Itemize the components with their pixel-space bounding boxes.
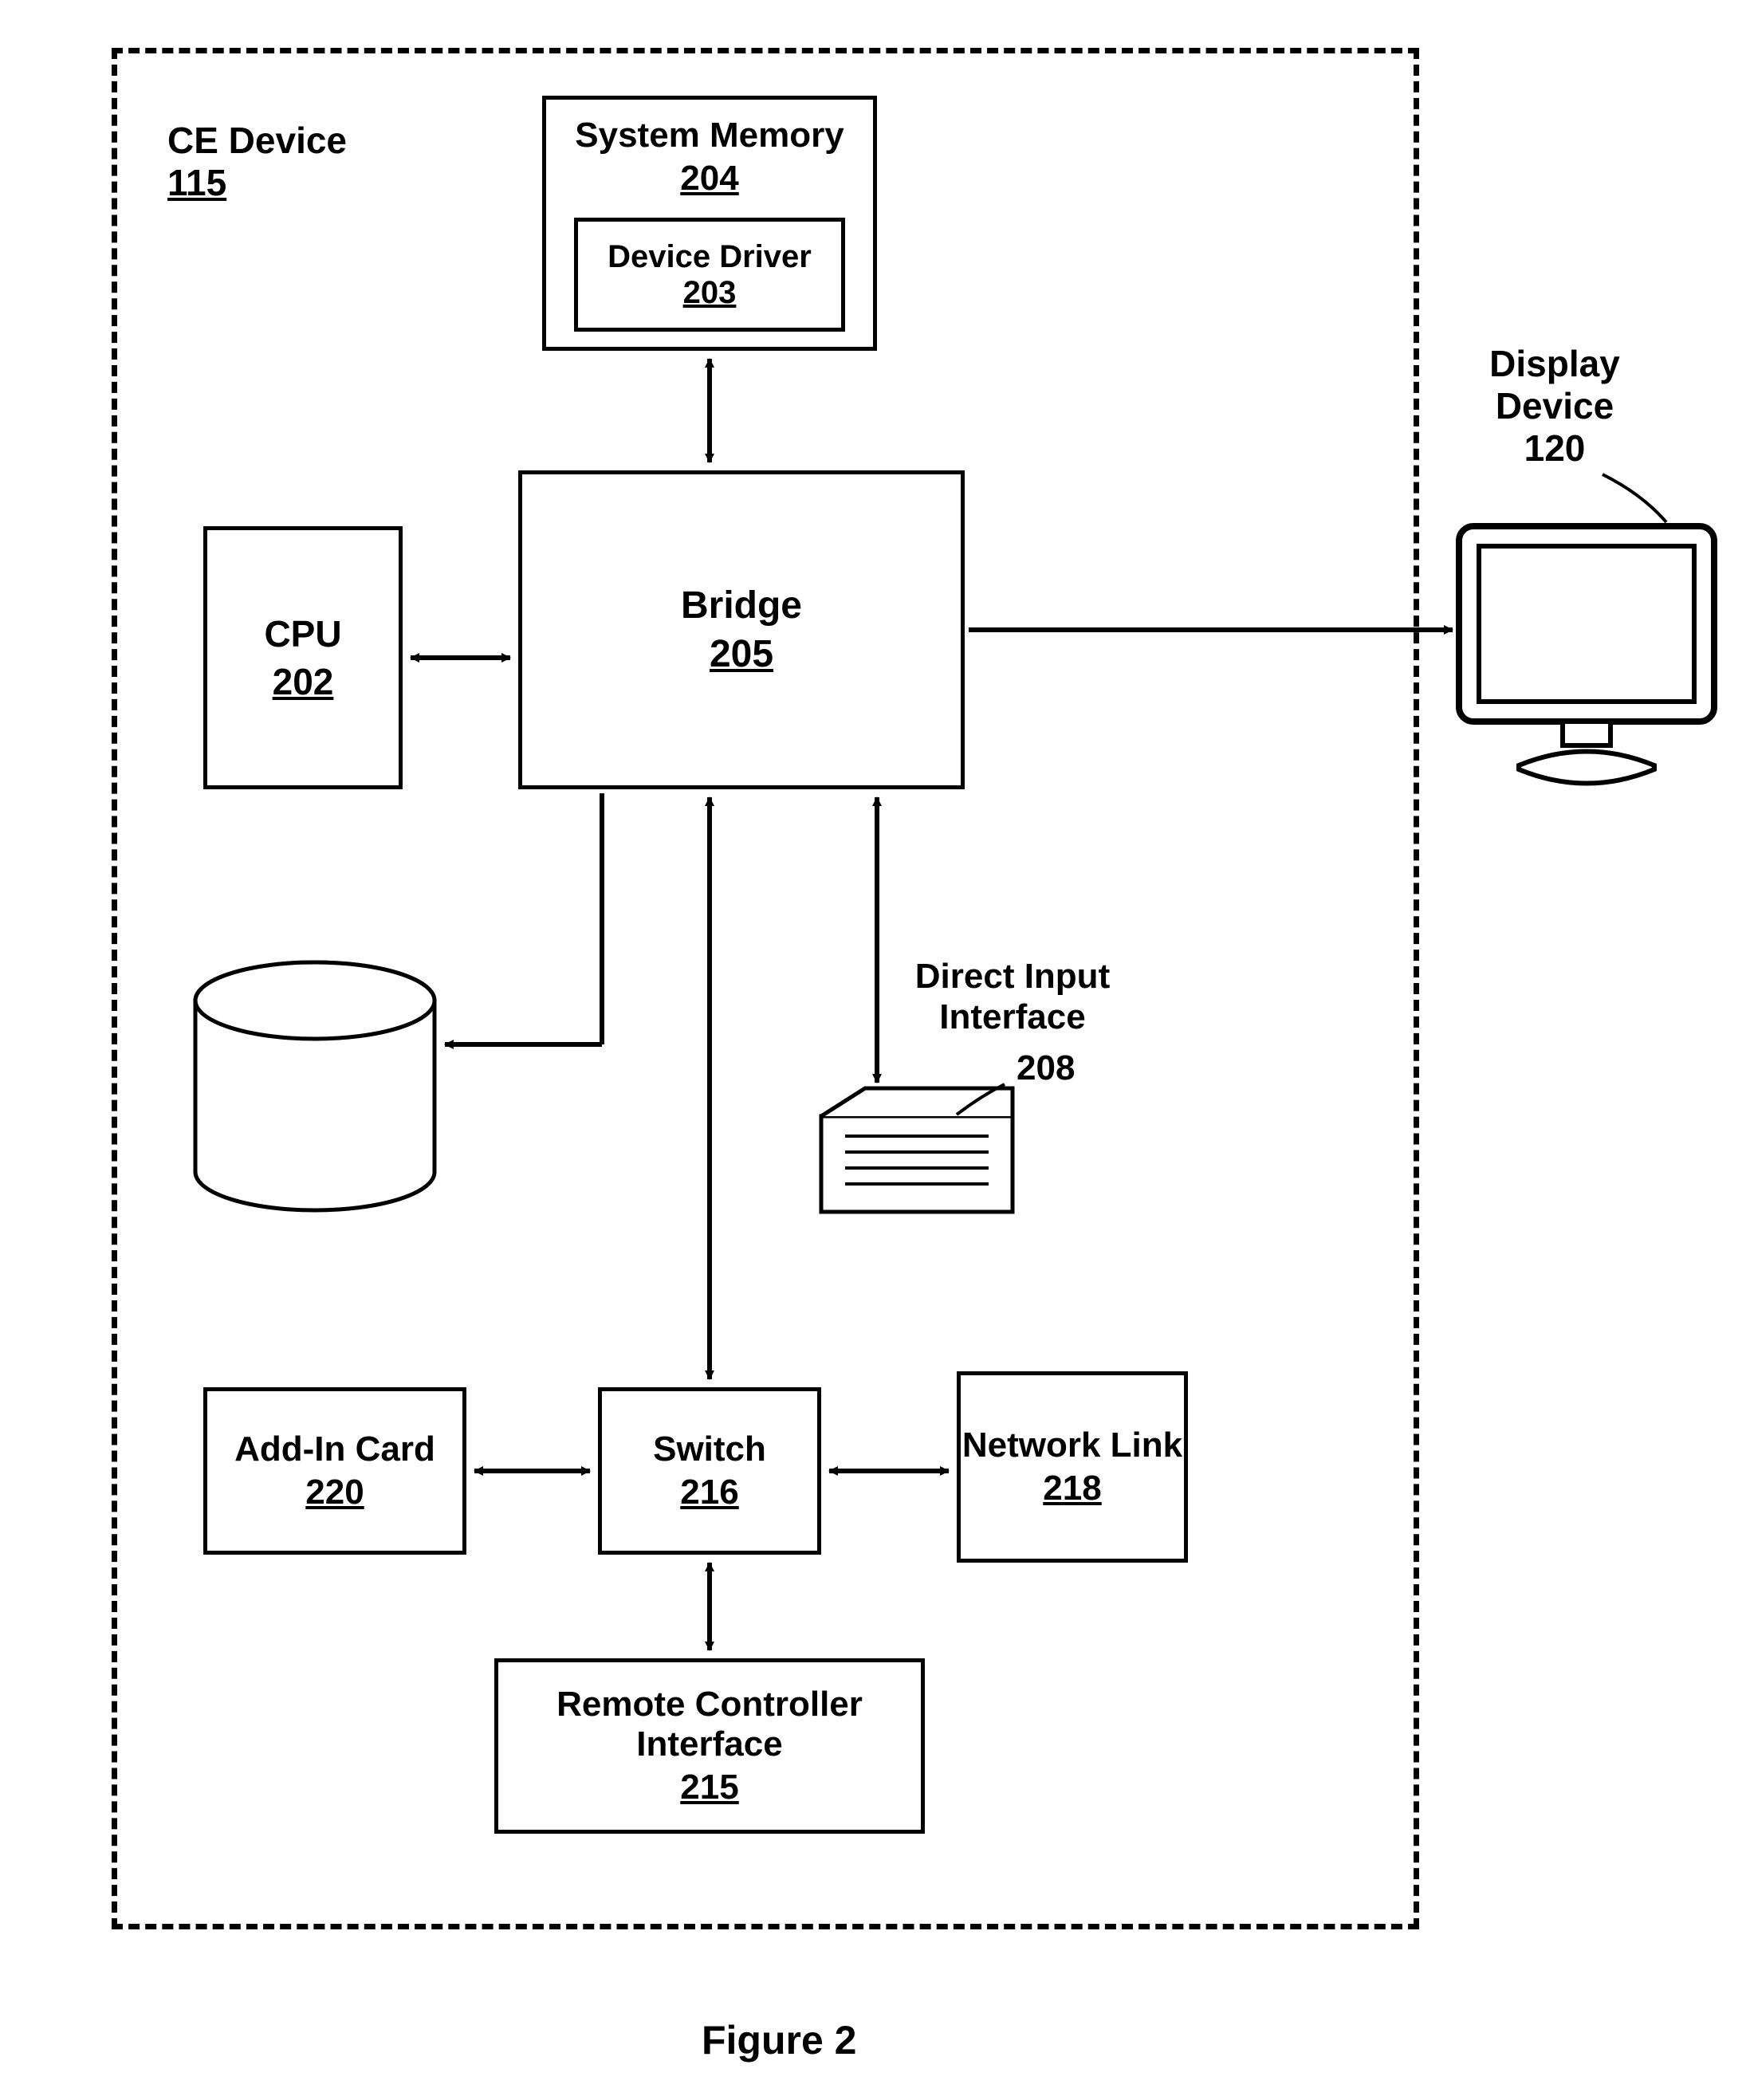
display-leader xyxy=(1603,474,1666,522)
remote-ctrl-num: 215 xyxy=(680,1768,738,1807)
bridge-num: 205 xyxy=(710,632,773,676)
switch-title: Switch xyxy=(653,1429,766,1469)
display-device-num: 120 xyxy=(1475,427,1634,470)
direct-input-num: 208 xyxy=(1017,1048,1075,1087)
network-link-box: Network Link 218 xyxy=(957,1371,1188,1563)
addin-card-title: Add-In Card xyxy=(234,1429,435,1469)
system-disk-label: System Disk 214 xyxy=(235,1036,395,1152)
cpu-box: CPU 202 xyxy=(203,526,403,789)
system-disk-title: System Disk xyxy=(235,1036,395,1114)
network-link-title: Network Link xyxy=(962,1426,1182,1465)
remote-ctrl-box: Remote Controller Interface 215 xyxy=(494,1658,925,1834)
figure-caption-text: Figure 2 xyxy=(702,2018,856,2063)
diagram-canvas: CE Device 115 System Memory 204 Device D… xyxy=(0,0,1750,2100)
direct-input-num-label: 208 xyxy=(1017,1048,1075,1089)
monitor-icon xyxy=(1459,526,1714,784)
ce-device-title: CE Device xyxy=(167,120,347,162)
switch-box: Switch 216 xyxy=(598,1387,821,1555)
bridge-box: Bridge 205 xyxy=(518,470,965,789)
display-device-label: Display Device 120 xyxy=(1475,343,1634,470)
figure-caption: Figure 2 xyxy=(702,2017,856,2063)
direct-input-title: Direct Input Interface xyxy=(901,957,1124,1037)
system-disk-num: 214 xyxy=(235,1114,395,1152)
device-driver-title: Device Driver xyxy=(608,239,812,275)
direct-input-label: Direct Input Interface xyxy=(901,957,1124,1037)
network-link-num: 218 xyxy=(1043,1469,1101,1508)
device-driver-box: Device Driver 203 xyxy=(574,218,845,332)
addin-card-box: Add-In Card 220 xyxy=(203,1387,466,1555)
ce-device-num: 115 xyxy=(167,162,347,204)
cpu-num: 202 xyxy=(273,660,334,703)
cpu-title: CPU xyxy=(264,612,341,655)
system-memory-title: System Memory xyxy=(575,116,844,155)
display-device-title: Display Device xyxy=(1475,343,1634,427)
remote-ctrl-title: Remote Controller Interface xyxy=(498,1685,921,1764)
addin-card-num: 220 xyxy=(305,1473,364,1512)
switch-num: 216 xyxy=(680,1473,738,1512)
ce-device-label: CE Device 115 xyxy=(167,120,347,204)
device-driver-num: 203 xyxy=(683,275,737,311)
system-memory-num: 204 xyxy=(680,159,738,199)
bridge-title: Bridge xyxy=(681,584,802,627)
